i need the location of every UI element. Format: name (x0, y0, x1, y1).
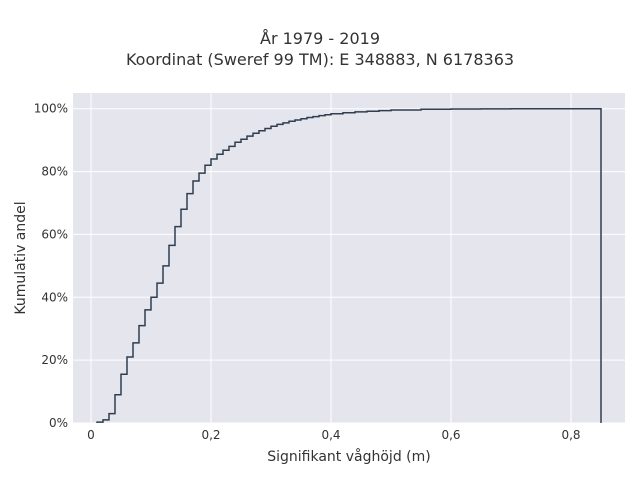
y-tick-label: 0% (49, 416, 68, 430)
y-axis-label: Kumulativ andel (13, 201, 29, 314)
x-axis-label: Signifikant våghöjd (m) (267, 448, 430, 465)
series-layer (96, 107, 602, 423)
grid (73, 93, 625, 424)
x-tick-label: 0,4 (321, 428, 340, 442)
cumulative-step-line (96, 107, 602, 423)
x-tick-label: 0,2 (201, 428, 220, 442)
chart-title-line-1: År 1979 - 2019 (260, 29, 380, 48)
y-tick-label: 40% (41, 290, 68, 304)
plot-area (73, 93, 625, 423)
y-tick-label: 100% (34, 102, 68, 116)
y-tick-label: 80% (41, 165, 68, 179)
tick-labels: 0 0,2 0,4 0,6 0,8 0% 20% 40% 60% 80% 100% (34, 102, 581, 442)
x-tick-label: 0,6 (441, 428, 460, 442)
chart-title-line-2: Koordinat (Sweref 99 TM): E 348883, N 61… (125, 50, 515, 69)
y-tick-label: 60% (41, 227, 68, 241)
x-tick-label: 0 (87, 428, 95, 442)
x-tick-label: 0,8 (561, 428, 580, 442)
y-tick-label: 20% (41, 353, 68, 367)
